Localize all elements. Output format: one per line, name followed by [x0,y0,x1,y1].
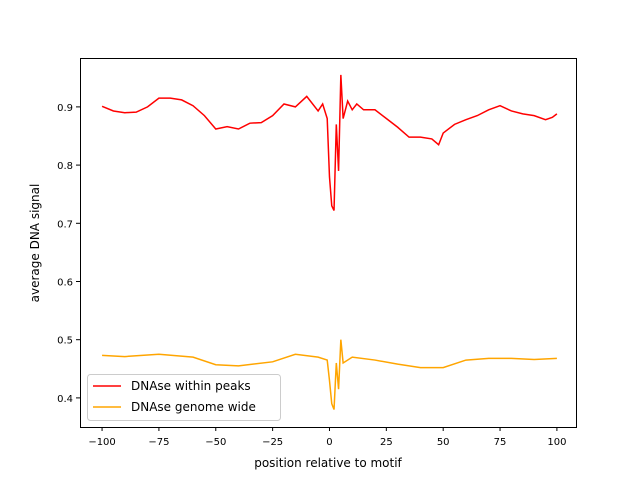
series-line-0 [101,74,558,211]
plot-frame [80,58,577,428]
legend: DNAse within peaks DNAse genome wide [87,374,281,421]
x-tick-label: 75 [494,437,507,448]
x-tick-label: 100 [547,437,566,448]
x-tick-label: 25 [380,437,393,448]
series-line-1 [102,339,557,410]
y-tick-label: 0.6 [57,277,73,288]
y-tick-label: 0.8 [57,161,73,172]
y-axis-label: average DNA signal [28,184,42,303]
legend-label-peaks: DNAse within peaks [131,379,251,393]
y-tick-label: 0.4 [57,394,73,405]
legend-label-genome: DNAse genome wide [131,400,256,414]
x-tick-label: 0 [326,437,332,448]
x-tick-label: −25 [262,437,283,448]
x-axis-label: position relative to motif [254,456,402,470]
x-tick-label: 50 [437,437,450,448]
y-tick-label: 0.9 [57,103,73,114]
y-tick-label: 0.5 [57,336,73,347]
y-tick-label: 0.7 [57,219,73,230]
x-tick-label: −75 [148,437,169,448]
x-tick-label: −50 [205,437,226,448]
x-tick-label: −100 [88,437,115,448]
